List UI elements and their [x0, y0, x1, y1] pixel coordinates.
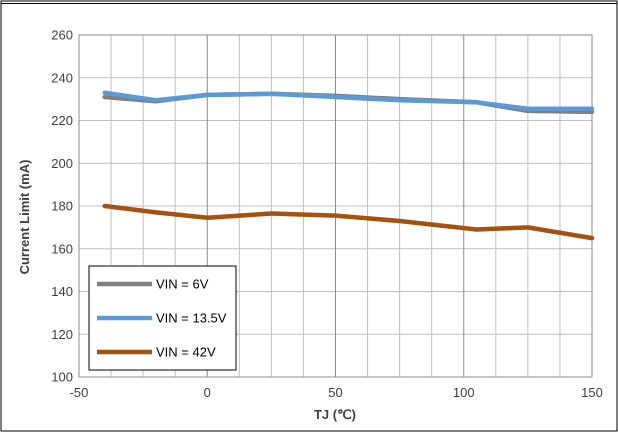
legend: VIN = 6V VIN = 13.5V VIN = 42V: [88, 265, 237, 371]
series-lines: [102, 90, 595, 241]
legend-label-2: VIN = 42V: [156, 345, 216, 360]
plot-area-border: [78, 34, 593, 378]
legend-label-0: VIN = 6V: [156, 277, 209, 292]
x-tick-label: -50: [70, 385, 89, 400]
y-tick-label: 180: [51, 199, 73, 214]
y-tick-label: 240: [51, 70, 73, 85]
y-tick-label: 160: [51, 241, 73, 256]
y-tick-label: 120: [51, 327, 73, 342]
series-line-2: [102, 203, 595, 241]
x-tick-label: 150: [581, 385, 603, 400]
series-line-1: [102, 90, 595, 111]
y-tick-label: 220: [51, 113, 73, 128]
x-tick-label: 100: [453, 385, 475, 400]
y-tick-label: 140: [51, 284, 73, 299]
legend-label-1: VIN = 13.5V: [156, 311, 227, 326]
y-axis-title: Current Limit (mA): [17, 160, 32, 275]
y-tick-label: 200: [51, 156, 73, 171]
tick-labels: 100 120 140 160 180 200 220 240 260 -50 0 50 100 150: [51, 28, 603, 401]
grid: [78, 34, 593, 378]
x-tick-label: 50: [328, 385, 342, 400]
y-tick-label: 260: [51, 28, 73, 43]
x-axis-title: TJ (℃): [314, 407, 356, 422]
x-tick-label: 0: [204, 385, 211, 400]
legend-items: VIN = 6V VIN = 13.5V VIN = 42V: [97, 277, 227, 360]
y-tick-label: 100: [51, 370, 73, 385]
